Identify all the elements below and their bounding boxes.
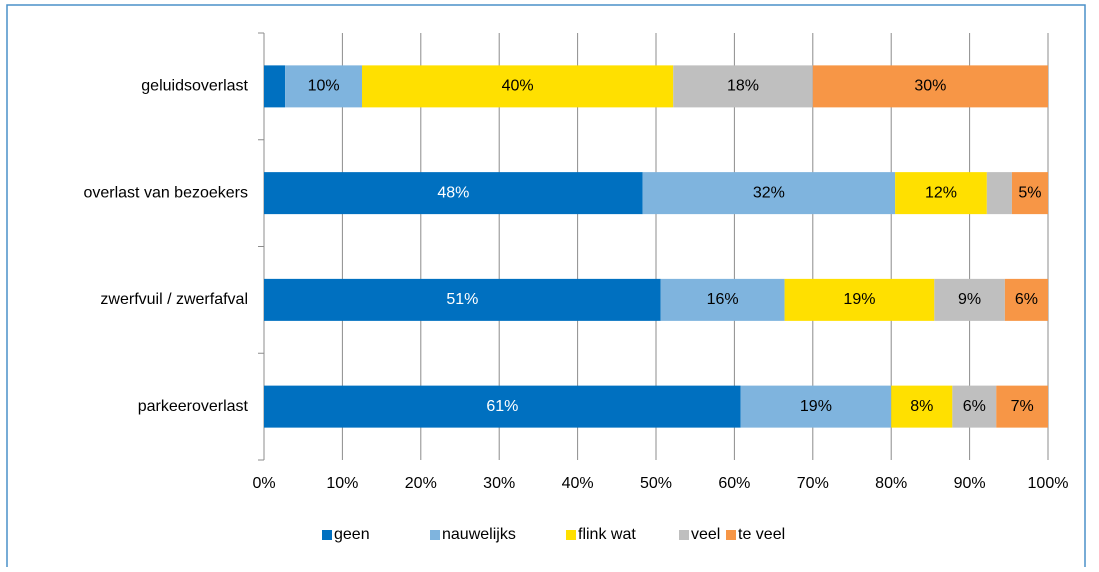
- data-label: 32%: [753, 184, 785, 201]
- data-label: 19%: [843, 291, 875, 308]
- bar-segment: [673, 65, 813, 108]
- data-label: 12%: [925, 184, 957, 201]
- x-tick-label: 60%: [718, 475, 750, 492]
- bar-segment: [285, 65, 362, 108]
- bar-segment: [986, 172, 1012, 215]
- bar-segment: [740, 385, 892, 428]
- x-tick-label: 30%: [483, 475, 515, 492]
- data-label: 6%: [963, 398, 986, 415]
- data-label: 40%: [502, 78, 534, 95]
- bar-segment: [264, 278, 661, 321]
- data-label: 48%: [437, 184, 469, 201]
- data-label: 30%: [914, 78, 946, 95]
- legend-label: geen: [334, 526, 370, 543]
- x-tick-label: 100%: [1028, 475, 1069, 492]
- data-label: 16%: [707, 291, 739, 308]
- bar-segment: [934, 278, 1005, 321]
- bar-segment: [952, 385, 997, 428]
- y-tick-label: overlast van bezoekers: [83, 184, 248, 201]
- legend-label: te veel: [738, 526, 785, 543]
- x-tick-label: 20%: [405, 475, 437, 492]
- x-tick-label: 90%: [954, 475, 986, 492]
- data-label: 8%: [910, 398, 933, 415]
- data-label: 18%: [727, 78, 759, 95]
- data-label: 51%: [446, 291, 478, 308]
- bar-segment: [660, 278, 785, 321]
- bar-segment: [812, 65, 1048, 108]
- bar-segment: [1011, 172, 1048, 215]
- bar-segment: [784, 278, 935, 321]
- y-tick-label: parkeeroverlast: [138, 398, 249, 415]
- data-label: 10%: [308, 78, 340, 95]
- x-tick-label: 80%: [875, 475, 907, 492]
- x-tick-label: 0%: [252, 475, 275, 492]
- data-label: 9%: [958, 291, 981, 308]
- data-label: 6%: [1015, 291, 1038, 308]
- legend-label: flink wat: [578, 526, 636, 543]
- legend-swatch: [322, 530, 332, 540]
- x-tick-label: 50%: [640, 475, 672, 492]
- y-tick-label: zwerfvuil / zwerfafval: [100, 291, 248, 308]
- legend-swatch: [430, 530, 440, 540]
- bar-segment: [264, 172, 643, 215]
- x-tick-label: 40%: [562, 475, 594, 492]
- data-label: 7%: [1011, 398, 1034, 415]
- legend-swatch: [726, 530, 736, 540]
- legend-swatch: [566, 530, 576, 540]
- legend-swatch: [679, 530, 689, 540]
- legend-label: nauwelijks: [442, 526, 516, 543]
- data-label: 5%: [1018, 184, 1041, 201]
- bar-segment: [1004, 278, 1048, 321]
- bar-segment: [642, 172, 896, 215]
- x-tick-label: 10%: [326, 475, 358, 492]
- x-tick-label: 70%: [797, 475, 829, 492]
- bar-segment: [264, 65, 286, 108]
- bar-segment: [891, 385, 953, 428]
- bar-segment: [996, 385, 1048, 428]
- legend-label: veel: [691, 526, 720, 543]
- y-tick-label: geluidsoverlast: [141, 78, 248, 95]
- data-label: 19%: [800, 398, 832, 415]
- bar-segment: [264, 385, 741, 428]
- bar-segment: [362, 65, 674, 108]
- bar-segment: [895, 172, 987, 215]
- frame: [6, 4, 1086, 572]
- data-label: 61%: [486, 398, 518, 415]
